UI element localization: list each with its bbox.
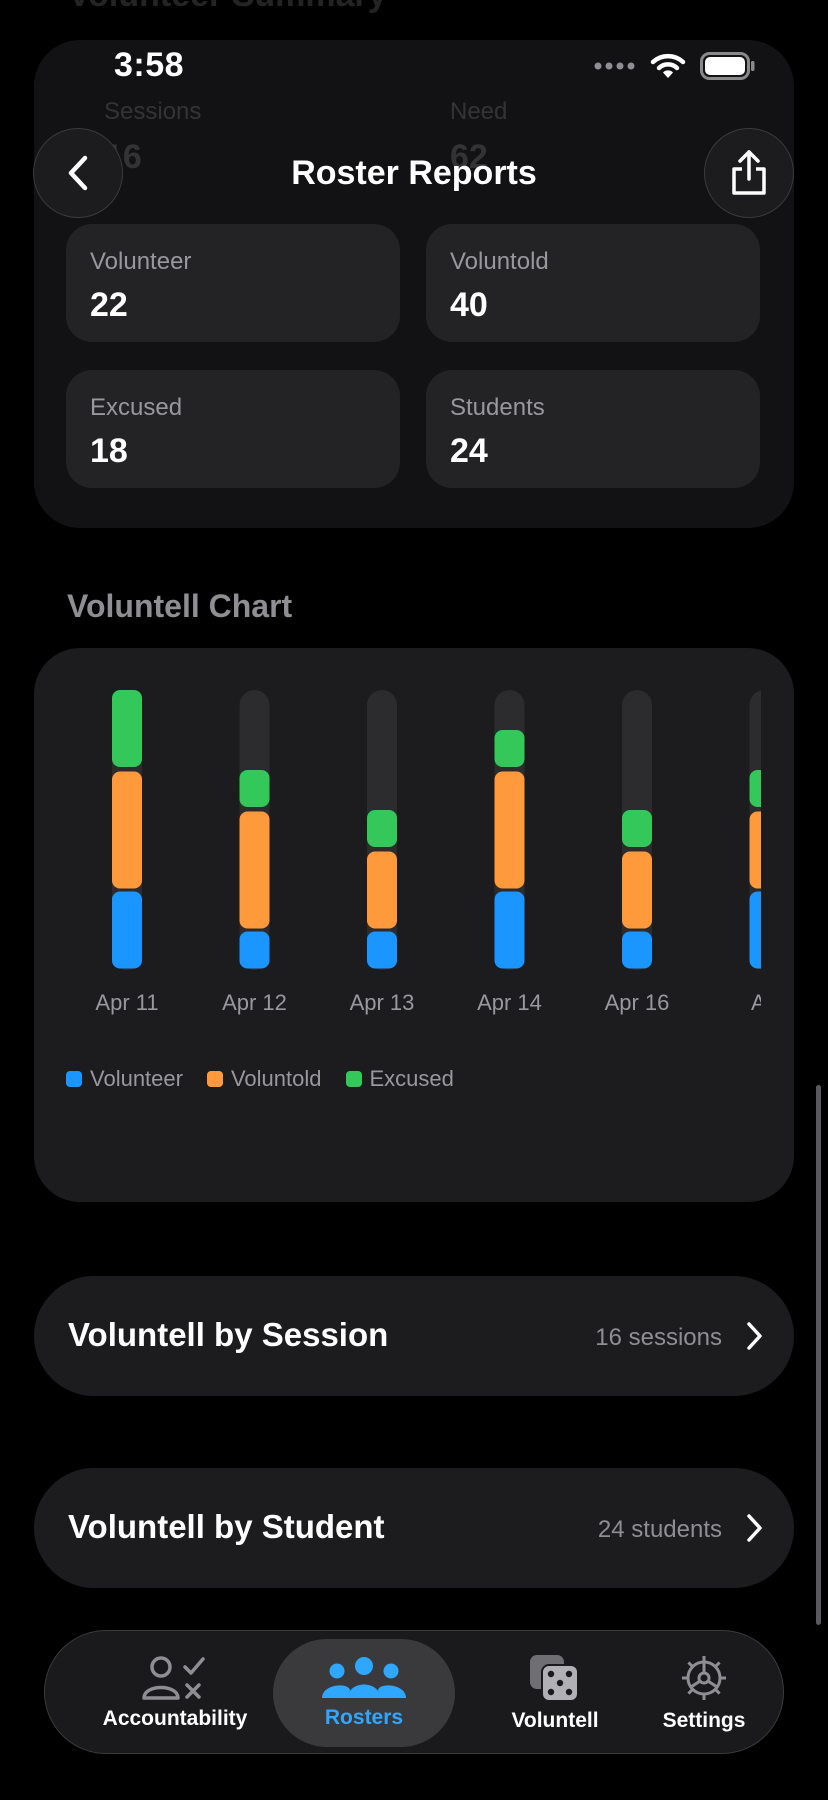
bar-segment-volunteer bbox=[367, 931, 397, 969]
summary-ghost-title: Volunteer Summary bbox=[68, 0, 387, 15]
share-icon bbox=[732, 150, 766, 195]
chevron-left-icon bbox=[68, 155, 88, 191]
bar-segment-voluntold bbox=[622, 851, 652, 929]
x-tick-label: Apr 11 bbox=[95, 990, 158, 1015]
tab-settings[interactable]: Settings bbox=[639, 1631, 769, 1755]
stat-label: Voluntold bbox=[450, 248, 549, 275]
status-time: 3:58 bbox=[114, 46, 185, 84]
x-tick-label: Ap bbox=[751, 990, 778, 1015]
chart-card: Apr 11 Apr 12 Apr 13 Apr 14 Apr 16 Ap Volunte… bbox=[34, 648, 794, 1202]
x-tick-label: Apr 13 bbox=[350, 990, 415, 1015]
bar-segment-excused bbox=[494, 730, 525, 767]
stat-volunteer: Volunteer 22 bbox=[66, 224, 400, 342]
row-title: Voluntell by Session bbox=[68, 1316, 389, 1353]
cellular-dots-icon bbox=[594, 62, 635, 70]
stat-value: 40 bbox=[450, 286, 488, 324]
bar-segment-volunteer bbox=[494, 891, 525, 969]
voluntell-chart: Apr 11 Apr 12 Apr 13 Apr 14 Apr 16 Ap bbox=[95, 690, 778, 1015]
page-title: Roster Reports bbox=[291, 154, 537, 192]
stat-students: Students 24 bbox=[426, 370, 760, 488]
bar-segment-voluntold bbox=[239, 811, 270, 929]
legend-item-excused: Excused bbox=[345, 1066, 454, 1092]
legend-swatch bbox=[206, 1071, 223, 1087]
legend-swatch bbox=[345, 1071, 362, 1087]
legend-item-voluntold: Voluntold bbox=[206, 1066, 322, 1092]
scroll-indicator[interactable] bbox=[816, 1085, 821, 1625]
chevron-right-icon bbox=[747, 1322, 762, 1350]
bar-segment-excused bbox=[367, 810, 397, 847]
bar-segment-voluntold bbox=[112, 771, 142, 889]
chart-section-title: Voluntell Chart bbox=[67, 588, 293, 624]
status-icons bbox=[594, 52, 756, 80]
tab-label: Voluntell bbox=[511, 1709, 599, 1732]
tab-label: Rosters bbox=[324, 1706, 404, 1729]
bar-segment-volunteer bbox=[239, 931, 270, 969]
bar-segment-excused bbox=[112, 690, 142, 767]
row-title: Voluntell by Student bbox=[68, 1508, 385, 1545]
ghost-stat-label: Need bbox=[450, 98, 508, 125]
ghost-stat-value: 62 bbox=[450, 138, 488, 176]
row-count: 16 sessions bbox=[595, 1324, 722, 1351]
stat-voluntold: Voluntold 40 bbox=[426, 224, 760, 342]
person-check-icon bbox=[142, 1656, 205, 1700]
bar-segment-volunteer bbox=[622, 931, 652, 969]
battery-icon bbox=[700, 52, 755, 80]
people-icon bbox=[322, 1657, 406, 1698]
tab-voluntell[interactable]: Voluntell bbox=[465, 1631, 645, 1755]
chevron-right-icon bbox=[747, 1514, 762, 1542]
stat-value: 24 bbox=[450, 432, 488, 470]
stat-value: 18 bbox=[90, 432, 128, 470]
legend-label: Excused bbox=[369, 1066, 454, 1091]
dice-icon bbox=[530, 1655, 579, 1702]
stat-label: Volunteer bbox=[90, 248, 192, 275]
legend-item-volunteer: Volunteer bbox=[66, 1066, 183, 1092]
bar-segment-voluntold bbox=[749, 811, 761, 889]
bar-segment-excused bbox=[239, 770, 270, 807]
voluntell-by-session-row[interactable]: Voluntell by Session 16 sessions bbox=[34, 1276, 794, 1396]
wifi-icon bbox=[650, 53, 686, 78]
legend-swatch bbox=[66, 1071, 82, 1087]
x-tick-label: Apr 14 bbox=[477, 990, 542, 1015]
stat-label: Excused bbox=[90, 394, 183, 421]
chart-legend: Volunteer Voluntold Excused bbox=[66, 1066, 454, 1092]
row-count: 24 students bbox=[597, 1516, 722, 1543]
tab-accountability[interactable]: Accountability bbox=[75, 1631, 275, 1755]
tab-rosters[interactable]: Rosters bbox=[273, 1639, 455, 1747]
bar-segment-excused bbox=[749, 770, 761, 807]
bar-segment-voluntold bbox=[367, 851, 397, 929]
voluntell-by-student-row[interactable]: Voluntell by Student 24 students bbox=[34, 1468, 794, 1588]
bar-segment-volunteer bbox=[112, 891, 142, 969]
x-tick-label: Apr 12 bbox=[222, 990, 287, 1015]
bar-segment-volunteer bbox=[749, 891, 761, 969]
stat-label: Students bbox=[450, 394, 545, 421]
tab-bar: Accountability Rosters Voluntell bbox=[44, 1630, 784, 1754]
stat-value: 22 bbox=[90, 286, 128, 324]
legend-label: Volunteer bbox=[90, 1066, 183, 1091]
legend-label: Voluntold bbox=[230, 1066, 322, 1091]
summary-card: Sessions 16 Need 62 Volunteer 22 Volunto… bbox=[34, 40, 794, 528]
bar-segment-excused bbox=[622, 810, 652, 847]
tab-label: Settings bbox=[662, 1709, 746, 1732]
bar-segment-voluntold bbox=[494, 771, 525, 889]
ghost-stat-label: Sessions bbox=[104, 98, 202, 125]
back-button[interactable] bbox=[33, 128, 123, 218]
tab-label: Accountability bbox=[102, 1707, 248, 1730]
gear-icon bbox=[682, 1656, 726, 1700]
stat-excused: Excused 18 bbox=[66, 370, 400, 488]
x-tick-label: Apr 16 bbox=[605, 990, 670, 1015]
share-button[interactable] bbox=[704, 128, 794, 218]
